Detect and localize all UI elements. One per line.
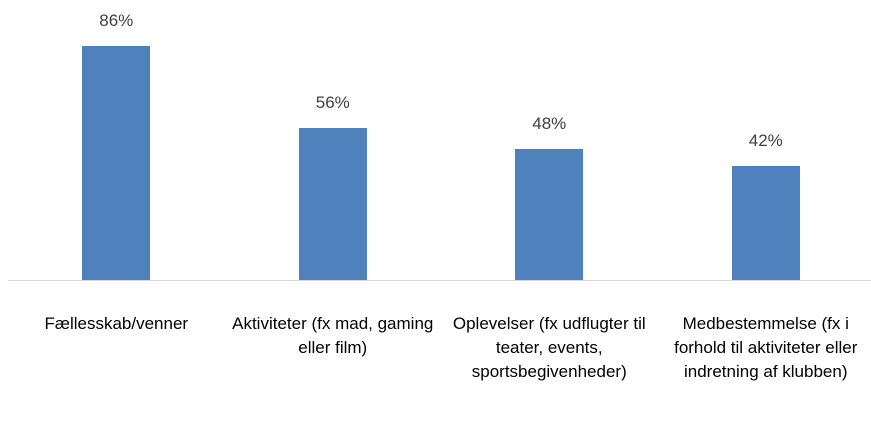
data-label: 48% [532,114,567,134]
data-label: 86% [99,11,134,31]
x-tick-label: Fællesskab/venner [44,314,189,333]
category-axis [8,280,871,281]
bar [298,127,367,280]
data-label: 42% [748,130,783,150]
x-tick-label: Aktiviteter (fx mad, gaming eller film) [232,314,434,357]
data-label: 56% [315,92,350,112]
x-tick-label: Oplevelser (fx udflugter til teater, eve… [452,314,646,381]
bar [82,46,151,280]
bar [731,165,800,280]
bar [515,149,584,280]
x-tick-label: Medbestemmelse (fx i forhold til aktivit… [674,314,858,381]
